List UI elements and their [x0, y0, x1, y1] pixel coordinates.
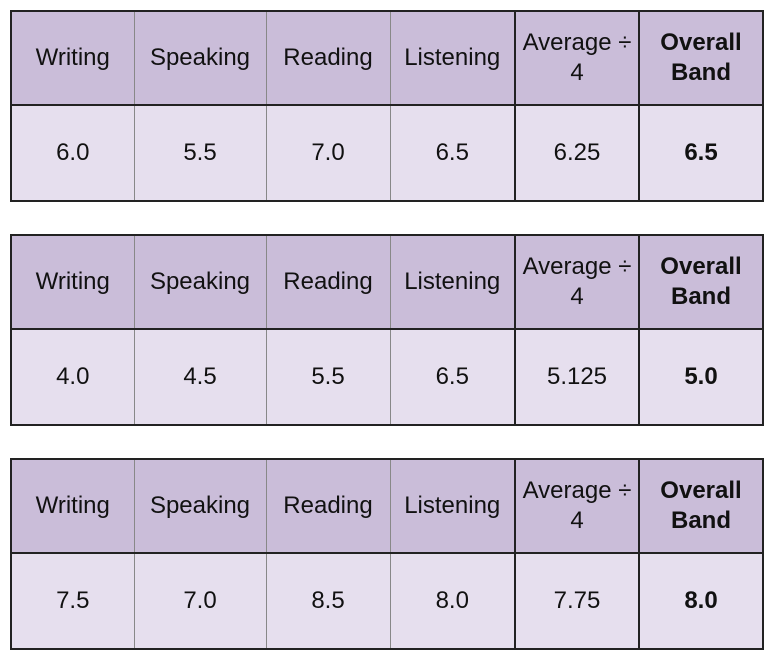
score-cell: 6.0 — [10, 104, 135, 202]
header-cell: Reading — [265, 10, 391, 106]
score-cell: 8.0 — [638, 552, 764, 650]
header-cell: Average ÷ 4 — [514, 458, 640, 554]
header-cell: Average ÷ 4 — [514, 234, 640, 330]
data-row: 6.0 5.5 7.0 6.5 6.25 6.5 — [10, 104, 764, 202]
header-cell: Listening — [389, 234, 516, 330]
score-cell: 7.0 — [133, 552, 267, 650]
data-row: 7.5 7.0 8.5 8.0 7.75 8.0 — [10, 552, 764, 650]
score-cell: 6.25 — [514, 104, 640, 202]
header-cell: Writing — [10, 234, 135, 330]
header-cell: Listening — [389, 10, 516, 106]
header-cell: Speaking — [133, 10, 267, 106]
header-cell: Writing — [10, 458, 135, 554]
header-cell: Average ÷ 4 — [514, 10, 640, 106]
score-cell: 7.0 — [265, 104, 391, 202]
score-cell: 6.5 — [389, 328, 516, 426]
score-cell: 7.75 — [514, 552, 640, 650]
score-cell: 5.5 — [265, 328, 391, 426]
score-table: Writing Speaking Reading Listening Average ÷… — [10, 458, 764, 650]
score-cell: 4.5 — [133, 328, 267, 426]
header-row: Writing Speaking Reading Listening Average ÷… — [10, 234, 764, 330]
score-cell: 7.5 — [10, 552, 135, 650]
data-row: 4.0 4.5 5.5 6.5 5.125 5.0 — [10, 328, 764, 426]
score-cell: 6.5 — [389, 104, 516, 202]
header-row: Writing Speaking Reading Listening Average ÷… — [10, 458, 764, 554]
score-table: Writing Speaking Reading Listening Average ÷… — [10, 10, 764, 202]
score-cell: 5.0 — [638, 328, 764, 426]
header-cell: Writing — [10, 10, 135, 106]
score-cell: 6.5 — [638, 104, 764, 202]
score-cell: 5.125 — [514, 328, 640, 426]
score-cell: 5.5 — [133, 104, 267, 202]
header-cell: Overall Band — [638, 10, 764, 106]
header-cell: Speaking — [133, 234, 267, 330]
header-cell: Overall Band — [638, 458, 764, 554]
header-cell: Listening — [389, 458, 516, 554]
score-table: Writing Speaking Reading Listening Average ÷… — [10, 234, 764, 426]
score-cell: 8.5 — [265, 552, 391, 650]
score-cell: 8.0 — [389, 552, 516, 650]
header-cell: Reading — [265, 458, 391, 554]
header-cell: Speaking — [133, 458, 267, 554]
header-row: Writing Speaking Reading Listening Average ÷… — [10, 10, 764, 106]
header-cell: Reading — [265, 234, 391, 330]
score-cell: 4.0 — [10, 328, 135, 426]
header-cell: Overall Band — [638, 234, 764, 330]
